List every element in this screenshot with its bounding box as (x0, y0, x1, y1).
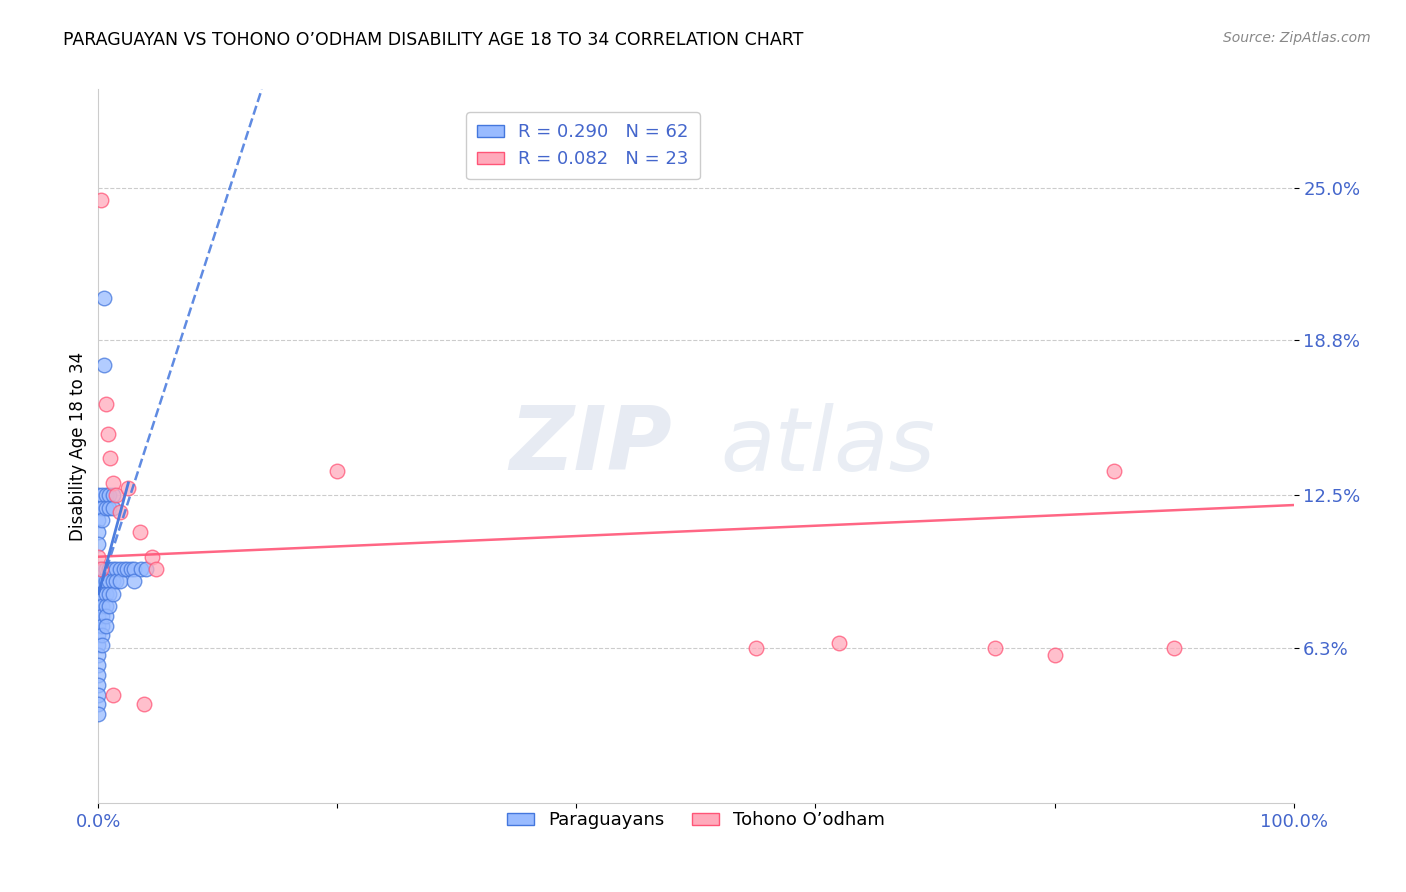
Point (94, 397, 117, 411)
Point (91, 608, 114, 623)
Point (101, 500, 124, 515)
Point (101, 574, 124, 589)
Point (108, 505, 131, 519)
Point (101, 562, 124, 576)
Point (117, 481, 139, 495)
Point (94, 587, 117, 601)
Point (94, 608, 117, 623)
Point (91, 628, 114, 642)
Point (98, 562, 121, 576)
Point (90, 193, 112, 207)
Point (91, 574, 114, 589)
Point (87, 688, 110, 702)
Point (1163, 640, 1185, 655)
Point (87, 648, 110, 662)
Point (129, 525, 152, 540)
Point (90, 562, 112, 576)
Y-axis label: Disability Age 18 to 34: Disability Age 18 to 34 (69, 351, 87, 541)
Point (105, 562, 128, 576)
Point (98, 587, 121, 601)
Point (98, 500, 121, 515)
Point (984, 640, 1007, 655)
Point (105, 488, 128, 502)
Point (87, 658, 110, 673)
Point (94, 500, 117, 515)
Point (94, 488, 117, 502)
Text: PARAGUAYAN VS TOHONO O’ODHAM DISABILITY AGE 18 TO 34 CORRELATION CHART: PARAGUAYAN VS TOHONO O’ODHAM DISABILITY … (63, 31, 804, 49)
Point (91, 500, 114, 515)
Point (124, 574, 146, 589)
Point (108, 574, 131, 589)
Point (87, 500, 110, 515)
Point (94, 599, 117, 613)
Point (101, 587, 124, 601)
Point (98, 451, 122, 466)
Text: atlas: atlas (720, 403, 935, 489)
Point (91, 618, 114, 632)
Point (87, 513, 110, 527)
Point (87, 549, 110, 564)
Point (145, 562, 167, 576)
Point (828, 636, 851, 650)
Point (87, 525, 110, 540)
Point (135, 562, 157, 576)
Point (87, 638, 110, 652)
Point (91, 599, 114, 613)
Point (93, 358, 115, 372)
Point (98, 599, 121, 613)
Point (131, 562, 153, 576)
Point (87, 599, 110, 613)
Point (94, 562, 117, 576)
Point (87, 537, 110, 551)
Point (124, 562, 146, 576)
Point (93, 291, 115, 305)
Point (98, 574, 121, 589)
Point (87, 668, 110, 682)
Point (1043, 648, 1066, 662)
Legend: Paraguayans, Tohono O’odham: Paraguayans, Tohono O’odham (499, 805, 893, 837)
Point (97, 426, 120, 441)
Point (1104, 464, 1126, 478)
Point (87, 608, 110, 623)
Point (101, 488, 124, 502)
Point (745, 640, 768, 655)
Point (87, 587, 110, 601)
Point (132, 698, 155, 712)
Point (98, 488, 121, 502)
Point (91, 488, 114, 502)
Text: Source: ZipAtlas.com: Source: ZipAtlas.com (1223, 31, 1371, 45)
Point (101, 475, 124, 490)
Point (87, 574, 110, 589)
Point (115, 562, 138, 576)
Point (87, 618, 110, 632)
Point (94, 574, 117, 589)
Point (94, 618, 117, 632)
Point (91, 513, 114, 527)
Point (108, 562, 131, 576)
Point (87, 488, 110, 502)
Point (91, 638, 114, 652)
Point (87, 562, 110, 576)
Point (87, 678, 110, 692)
Point (91, 587, 114, 601)
Point (112, 562, 135, 576)
Point (120, 562, 142, 576)
Point (101, 688, 124, 702)
Text: ZIP: ZIP (509, 402, 672, 490)
Point (87, 707, 110, 722)
Point (326, 464, 349, 478)
Point (141, 549, 163, 564)
Point (105, 574, 128, 589)
Point (87, 698, 110, 712)
Point (91, 562, 114, 576)
Point (87, 628, 110, 642)
